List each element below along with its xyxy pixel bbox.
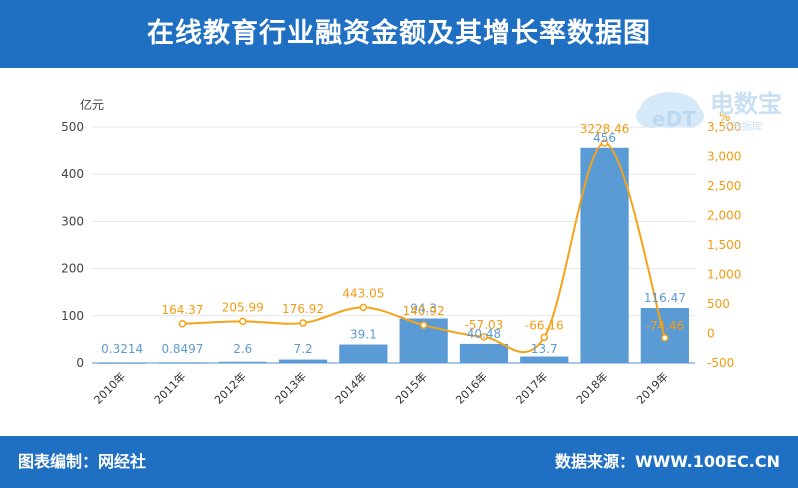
line-data-label: -57.03 xyxy=(465,318,504,332)
y2-tick-label: 2,000 xyxy=(707,209,741,223)
bar xyxy=(520,356,569,363)
line-point xyxy=(178,320,187,328)
y2-tick-label: 1,500 xyxy=(707,238,741,252)
y2-tick-label: 1,000 xyxy=(707,268,741,282)
bar-data-label: 13.7 xyxy=(531,342,558,356)
footer-bar: 图表编制：网经社 数据来源：WWW.100EC.CN xyxy=(0,436,798,488)
line-point xyxy=(359,303,368,312)
y-tick-label: 0 xyxy=(76,356,84,370)
y2-tick-label: 2,500 xyxy=(707,179,741,193)
footer-credit: 图表编制：网经社 xyxy=(18,452,147,471)
chart-area: 0 100 200 300 400 500 亿元 -500 0 500 1,000 1,500 2,00… xyxy=(0,68,798,436)
bar-data-label: 40.48 xyxy=(467,327,501,341)
y-tick-label: 400 xyxy=(61,167,84,181)
x-tick-label: 2011年 xyxy=(151,369,188,406)
bar-data-label: 39.1 xyxy=(350,328,377,342)
y2-tick-label: -500 xyxy=(707,356,734,370)
line-data-label: 205.99 xyxy=(222,300,264,314)
line-point xyxy=(419,321,428,329)
cloud-logo-icon: eDT 电数宝 大数据库 xyxy=(636,90,782,133)
x-tick-label: 2019年 xyxy=(633,369,670,406)
logo-sub-text: 大数据库 xyxy=(722,120,762,133)
y-tick-label: 300 xyxy=(61,214,84,228)
chart-title: 在线教育行业融资金额及其增长率数据图 xyxy=(147,18,651,49)
y2-axis-label: % xyxy=(719,110,730,124)
line-data-label: 164.37 xyxy=(161,303,203,317)
bar xyxy=(459,343,509,363)
y-tick-label: 100 xyxy=(61,309,84,323)
x-tick-label: 2018年 xyxy=(573,369,610,406)
y-tick-label: 200 xyxy=(61,262,84,276)
y-axis-label: 亿元 xyxy=(80,97,104,112)
footer-source: 数据来源：WWW.100EC.CN xyxy=(554,452,780,471)
y-tick-label: 500 xyxy=(61,120,84,134)
chart-svg: 0 100 200 300 400 500 亿元 -500 0 500 1,000 1,500 2,00… xyxy=(61,97,741,407)
y2-tick-label: 0 xyxy=(707,327,715,341)
x-tick-label: 2016年 xyxy=(453,369,490,406)
y2-tick-label: 3,000 xyxy=(707,150,741,164)
x-tick-label: 2014年 xyxy=(332,369,369,406)
bar-data-label: 94.3 xyxy=(410,301,437,315)
y2-tick-label: 500 xyxy=(707,297,730,311)
line-data-label: -66.16 xyxy=(525,318,564,332)
bar-data-label: 7.2 xyxy=(294,342,313,356)
edt-logo: eDT 电数宝 大数据库 xyxy=(630,82,790,142)
line-point xyxy=(540,333,548,342)
line-point xyxy=(480,333,488,341)
bar xyxy=(218,361,267,363)
x-tick-label: 2015年 xyxy=(392,369,429,406)
y2-tick-label: 3,500 xyxy=(707,120,741,134)
bar-data-label: 116.47 xyxy=(644,291,686,305)
line-data-label: 3228.46 xyxy=(580,122,630,136)
bar-data-label: 0.3214 xyxy=(101,342,143,356)
line-point xyxy=(600,139,609,147)
x-tick-label: 2017年 xyxy=(513,369,550,406)
line-point xyxy=(661,334,669,342)
x-tick-label: 2013年 xyxy=(272,369,309,406)
header-bar: 在线教育行业融资金额及其增长率数据图 xyxy=(0,0,798,68)
bar xyxy=(339,344,388,363)
line-data-label: -74.46 xyxy=(646,319,685,333)
line-data-label: 443.05 xyxy=(342,286,384,300)
x-tick-label: 2010年 xyxy=(91,369,128,406)
logo-badge: eDT xyxy=(652,107,696,131)
bar-data-label: 0.8497 xyxy=(161,342,203,356)
line-data-label: 176.92 xyxy=(282,302,324,316)
x-tick-label: 2012年 xyxy=(211,369,248,406)
line-point xyxy=(299,319,307,327)
line-data-label: 140.92 xyxy=(403,304,445,318)
bar xyxy=(580,147,629,363)
bar xyxy=(98,362,147,364)
line-point xyxy=(239,317,247,326)
bar xyxy=(158,362,207,364)
bar-data-label: 2.6 xyxy=(233,342,252,356)
bar-data-label: 456 xyxy=(593,131,616,145)
logo-main-text: 电数宝 xyxy=(710,90,782,118)
bar xyxy=(278,359,328,363)
